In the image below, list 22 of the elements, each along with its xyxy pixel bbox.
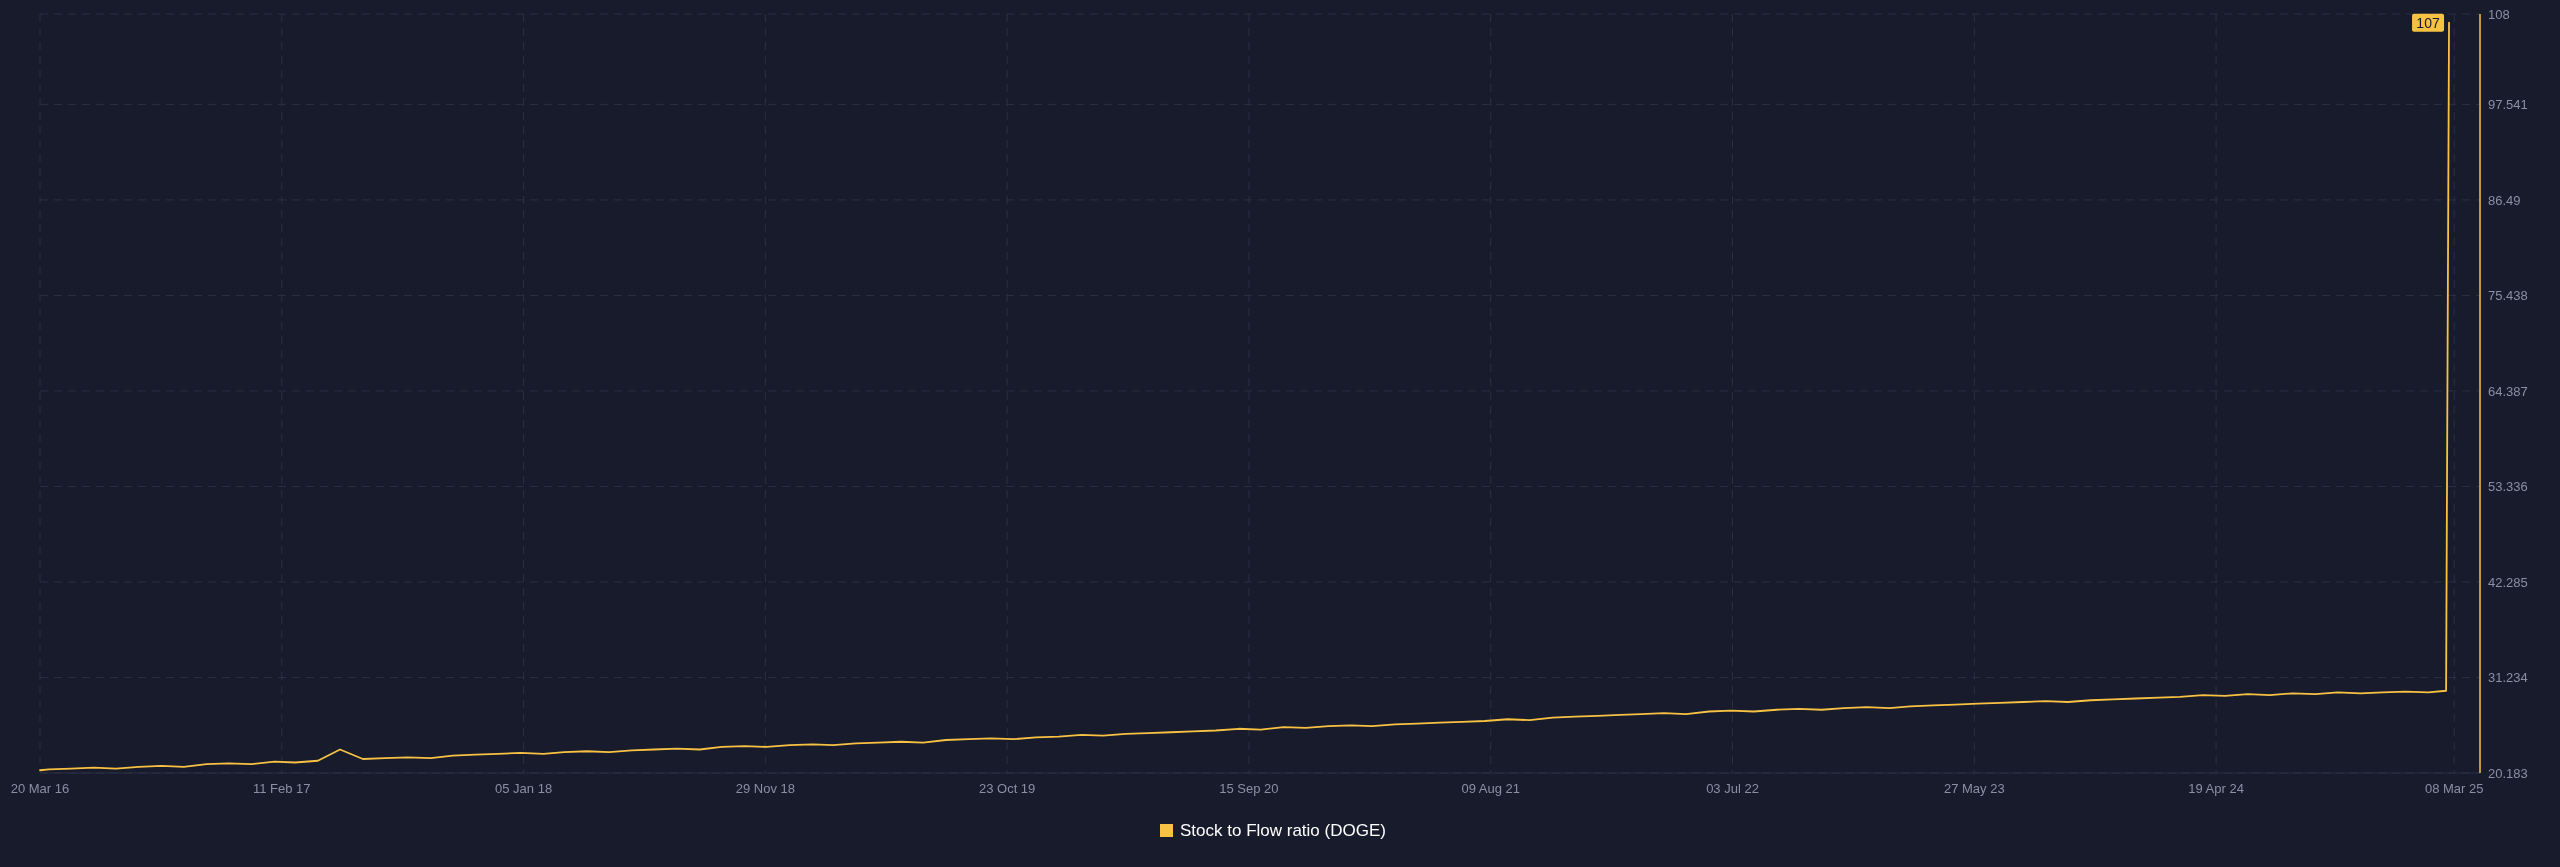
x-tick-label: 27 May 23 — [1943, 781, 2005, 796]
x-tick-label: 03 Jul 22 — [1706, 781, 1759, 796]
y-tick-label: 53.336 — [2488, 479, 2528, 495]
y-tick-label: 42.285 — [2488, 574, 2528, 590]
y-tick-label: 75.438 — [2488, 288, 2528, 304]
y-tick-label: 20.183 — [2488, 766, 2528, 781]
x-tick-label: 20 Mar 16 — [10, 781, 70, 796]
x-tick-label: 23 Oct 19 — [978, 781, 1036, 796]
y-tick-label: 31.234 — [2488, 670, 2528, 686]
x-tick-label: 29 Nov 18 — [735, 781, 795, 796]
y-tick-label: 97.541 — [2488, 97, 2528, 113]
x-tick-label: 11 Feb 17 — [252, 781, 311, 796]
x-tick-label: 08 Mar 25 — [2424, 781, 2484, 796]
x-tick-label: 19 Apr 24 — [2188, 781, 2244, 796]
x-tick-label: 09 Aug 21 — [1461, 781, 1521, 796]
x-tick-label: 15 Sep 20 — [1219, 781, 1279, 796]
y-tick-label: 86.49 — [2488, 192, 2521, 208]
x-tick-label: 05 Jan 18 — [495, 781, 553, 796]
y-tick-label: 64.387 — [2488, 383, 2528, 399]
y-tick-label: 108 — [2488, 7, 2510, 22]
annotation: 107 — [2416, 14, 2440, 31]
legend-label: Stock to Flow ratio (DOGE) — [1180, 821, 1386, 840]
